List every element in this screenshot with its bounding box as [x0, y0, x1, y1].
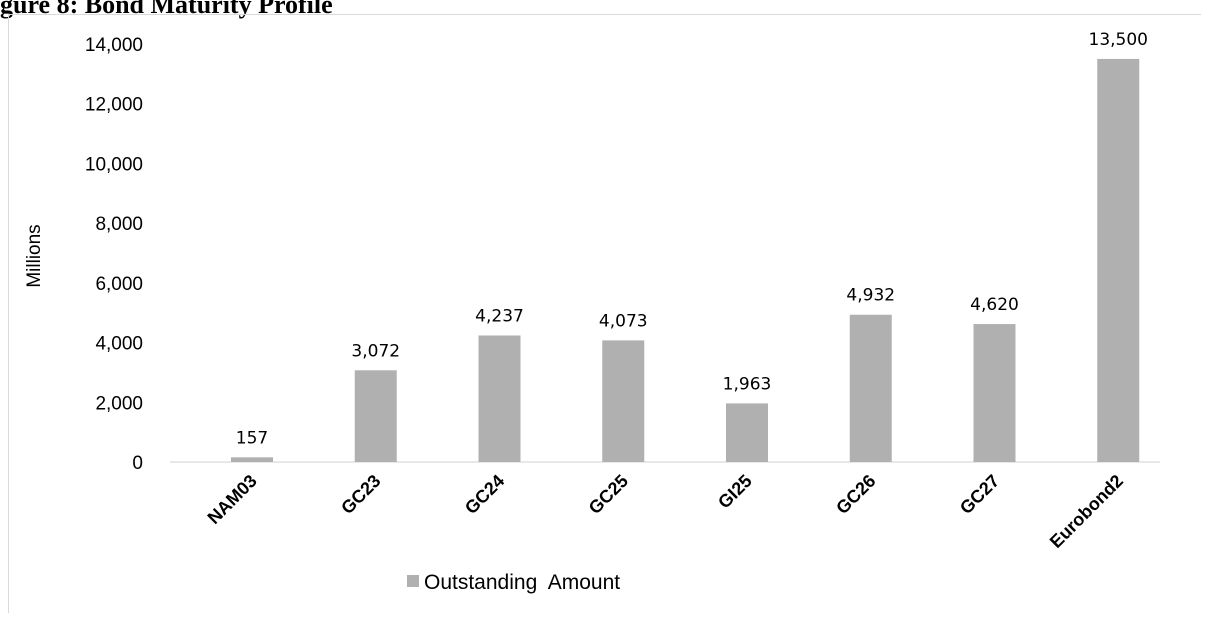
- data-label: 4,237: [475, 306, 524, 326]
- y-axis-ticks: 0 2,000 4,000 6,000 8,000 10,000 12,000 14,000: [85, 35, 143, 474]
- category-label: Eurobond2: [1046, 471, 1127, 552]
- bar-nam03: [231, 457, 273, 462]
- data-label: 3,072: [351, 341, 400, 361]
- data-label: 1,963: [723, 374, 772, 394]
- bar-gc26: [849, 314, 892, 462]
- category-label: GC26: [832, 471, 879, 518]
- data-label: 13,500: [1089, 30, 1148, 50]
- category-label: GC23: [337, 471, 384, 518]
- y-tick-label: 8,000: [95, 214, 143, 235]
- category-label: NAM03: [204, 471, 261, 528]
- data-label: 4,932: [846, 286, 895, 306]
- y-tick-label: 4,000: [95, 334, 143, 355]
- category-label: GI25: [714, 471, 756, 513]
- data-label: 4,073: [599, 311, 648, 331]
- y-tick-label: 0: [132, 453, 143, 474]
- y-axis-label: Millions: [24, 224, 45, 287]
- category-label: GC24: [461, 471, 508, 518]
- bar-gc24: [478, 335, 521, 462]
- category-label: GC27: [956, 471, 1003, 518]
- category-label: GC25: [585, 471, 632, 518]
- bar-gc25: [602, 340, 645, 462]
- data-label: 157: [236, 428, 268, 448]
- bar-gc23: [354, 370, 397, 462]
- bars: [231, 58, 1140, 463]
- y-tick-label: 10,000: [85, 154, 143, 175]
- y-tick-label: 6,000: [95, 274, 143, 295]
- category-labels: NAM03 GC23 GC24 GC25 GI25 GC26 GC27 Eurobond2: [204, 471, 1128, 552]
- data-labels: 157 3,072 4,237 4,073 1,963 4,932 4,620 13,500: [236, 30, 1148, 448]
- data-label: 4,620: [970, 295, 1019, 315]
- y-tick-label: 2,000: [95, 393, 143, 414]
- bar-gc27: [973, 324, 1016, 462]
- legend-swatch: [407, 575, 419, 587]
- legend-label: Outstanding Amount: [424, 571, 620, 594]
- bar-eurobond2: [1097, 58, 1140, 463]
- y-tick-label: 12,000: [85, 95, 143, 116]
- legend[interactable]: Outstanding Amount: [407, 571, 620, 594]
- y-tick-label: 14,000: [85, 35, 143, 56]
- chart-frame: [8, 14, 1201, 613]
- bar-gi25: [726, 403, 768, 462]
